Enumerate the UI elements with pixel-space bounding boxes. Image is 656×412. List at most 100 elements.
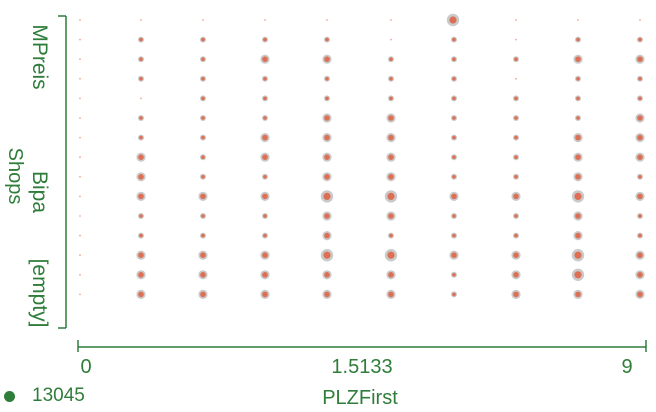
data-point-r5-c2 bbox=[200, 115, 206, 121]
data-point-r1-c2 bbox=[200, 36, 206, 43]
data-point-r14-c5-core bbox=[388, 291, 394, 298]
data-point-r2-c9-core bbox=[637, 56, 643, 62]
data-point-r11-c1-core bbox=[139, 233, 143, 238]
data-point-r13-c7 bbox=[511, 270, 521, 280]
data-point-r5-c7-core bbox=[514, 116, 518, 120]
data-point-r12-c9-core bbox=[637, 252, 643, 258]
data-point-r10-c6 bbox=[451, 213, 457, 219]
data-point-r6-c6 bbox=[451, 134, 457, 141]
data-point-r7-c4 bbox=[322, 152, 332, 162]
legend-label: 13045 bbox=[32, 385, 85, 406]
data-point-r0-c4-core bbox=[326, 19, 328, 21]
data-point-r6-c9-core bbox=[637, 134, 643, 141]
data-point-r9-c1 bbox=[136, 191, 146, 201]
data-point-r1-c9 bbox=[637, 36, 643, 43]
x-axis: 0 1.5133 9 PLZFirst bbox=[77, 340, 647, 409]
data-point-r6-c4-core bbox=[324, 134, 330, 141]
data-point-r7-c5-core bbox=[388, 154, 394, 160]
data-point-r5-c1 bbox=[138, 115, 144, 121]
data-point-r7-c2-core bbox=[201, 155, 205, 159]
data-point-r1-c7-core bbox=[515, 38, 517, 41]
data-point-r8-c5-core bbox=[388, 174, 394, 180]
data-point-r3-c9 bbox=[637, 75, 643, 82]
data-point-r1-c3 bbox=[262, 36, 268, 43]
data-point-r2-c0 bbox=[79, 58, 81, 61]
data-point-r8-c2 bbox=[200, 173, 206, 180]
data-point-r5-c3-core bbox=[263, 116, 267, 120]
data-point-r5-c8-core bbox=[576, 116, 580, 120]
data-point-r8-c6-core bbox=[452, 175, 456, 179]
data-point-r9-c7-core bbox=[513, 193, 519, 200]
data-point-r0-c1-core bbox=[140, 19, 142, 21]
data-point-r14-c8 bbox=[573, 289, 583, 299]
data-point-r8-c6 bbox=[451, 173, 457, 180]
data-point-r13-c4 bbox=[322, 270, 332, 280]
data-point-r8-c9 bbox=[637, 173, 643, 180]
data-point-r10-c5-core bbox=[388, 213, 394, 219]
data-point-r3-c0-core bbox=[79, 77, 81, 80]
data-point-r12-c1 bbox=[136, 250, 146, 260]
data-point-r1-c4-core bbox=[325, 37, 329, 42]
data-point-r1-c6-core bbox=[452, 37, 456, 42]
data-point-r3-c3 bbox=[262, 75, 268, 82]
data-point-r7-c5 bbox=[386, 152, 396, 162]
data-point-r12-c8 bbox=[571, 249, 585, 262]
data-point-r9-c3 bbox=[260, 191, 270, 201]
data-point-r7-c7 bbox=[513, 154, 519, 161]
data-point-r14-c9-core bbox=[637, 291, 643, 298]
data-point-r0-c4 bbox=[326, 19, 328, 21]
data-point-r9-c9 bbox=[635, 191, 645, 201]
data-point-r5-c7 bbox=[513, 115, 519, 121]
data-point-r4-c9 bbox=[637, 95, 643, 102]
data-point-r12-c0 bbox=[79, 254, 81, 257]
data-point-r5-c4-core bbox=[324, 115, 330, 121]
data-point-r14-c5 bbox=[386, 289, 396, 299]
data-point-r10-c8-core bbox=[575, 213, 581, 219]
data-point-outlier-core bbox=[449, 16, 457, 24]
data-point-r9-c0-core bbox=[79, 195, 81, 198]
data-point-r2-c5 bbox=[388, 56, 394, 63]
data-point-r3-c1 bbox=[138, 75, 144, 82]
data-point-r10-c2-core bbox=[201, 214, 205, 218]
data-point-r10-c4-core bbox=[324, 213, 330, 219]
data-point-r6-c2-core bbox=[201, 135, 205, 140]
data-point-r4-c1-core bbox=[140, 97, 142, 100]
data-point-r4-c8-core bbox=[576, 96, 580, 101]
data-point-r6-c0 bbox=[79, 136, 81, 139]
data-point-r3-c6 bbox=[451, 75, 457, 82]
data-point-r14-c7-core bbox=[513, 291, 519, 298]
data-point-r11-c6-core bbox=[452, 233, 456, 238]
data-point-r9-c3-core bbox=[262, 193, 268, 200]
data-point-r10-c3-core bbox=[263, 214, 267, 218]
data-point-r12-c0-core bbox=[79, 254, 81, 257]
data-point-r6-c5 bbox=[386, 133, 396, 143]
data-point-r3-c3-core bbox=[263, 77, 267, 81]
data-point-r6-c2 bbox=[200, 134, 206, 141]
data-point-r13-c2 bbox=[198, 270, 208, 280]
data-point-r10-c7-core bbox=[514, 214, 518, 218]
data-point-r12-c6-core bbox=[451, 252, 457, 258]
data-point-r10-c9-core bbox=[638, 214, 642, 218]
y-axis: MPreis Bipa [empty] Shops bbox=[4, 15, 67, 329]
data-point-r7-c1 bbox=[136, 152, 146, 162]
data-point-r8-c4-core bbox=[324, 174, 330, 180]
data-point-r13-c1-core bbox=[138, 272, 144, 278]
data-point-r13-c0-core bbox=[79, 273, 81, 276]
data-point-r8-c7 bbox=[513, 173, 519, 180]
data-point-r11-c1 bbox=[138, 232, 144, 239]
data-point-r2-c8-core bbox=[575, 56, 581, 62]
data-point-r0-c2 bbox=[202, 19, 204, 21]
data-point-r3-c5 bbox=[388, 75, 394, 82]
data-point-r1-c4 bbox=[324, 36, 330, 43]
data-point-r14-c1-core bbox=[138, 291, 144, 298]
data-point-r8-c0-core bbox=[79, 175, 81, 178]
data-point-r4-c6 bbox=[451, 95, 457, 102]
data-point-r7-c2 bbox=[200, 154, 206, 161]
data-point-r8-c2-core bbox=[201, 175, 205, 179]
data-point-r1-c1 bbox=[138, 36, 144, 43]
data-point-r3-c7-core bbox=[515, 77, 517, 80]
data-point-r6-c7-core bbox=[514, 135, 518, 140]
data-point-r3-c5-core bbox=[389, 77, 393, 81]
data-point-r10-c0 bbox=[79, 215, 81, 217]
data-point-r0-c1 bbox=[140, 19, 142, 21]
